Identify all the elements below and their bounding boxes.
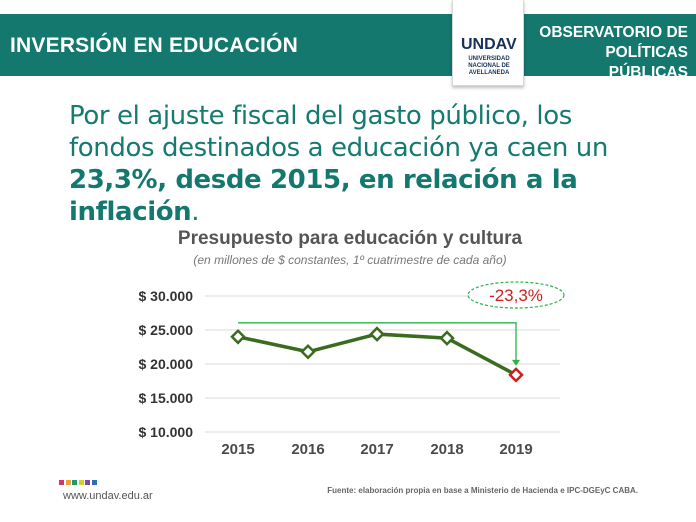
y-tick-label: $ 30.000 [139, 288, 194, 304]
data-point [508, 367, 524, 383]
x-tick-label: 2016 [291, 441, 324, 458]
logo-subtitle: UNIVERSIDAD NACIONAL DE AVELLANEDA [457, 56, 521, 77]
annotation-label: -23,3% [489, 286, 543, 305]
reference-arrow-head [512, 359, 520, 366]
logo-sub-line3: AVELLANEDA [468, 70, 510, 76]
y-tick-label: $ 15.000 [139, 390, 194, 406]
data-point [300, 343, 316, 360]
annotation-ellipse [467, 281, 565, 309]
headline-line3: 23,3%, desde 2015, en relación a la infl… [69, 164, 669, 228]
source-note: Fuente: elaboración propia en base a Min… [327, 486, 638, 495]
headline-line1: Por el ajuste fiscal del gasto público, … [69, 101, 572, 131]
data-point [439, 330, 455, 346]
headline: Por el ajuste fiscal del gasto público, … [69, 100, 669, 228]
y-tick-label: $ 20.000 [139, 356, 194, 372]
observatory-label: OBSERVATORIO DE POLÍTICAS PÚBLICAS [528, 23, 688, 83]
logo-sub-line1: UNIVERSIDAD [468, 56, 510, 62]
reference-arrow-line [238, 322, 517, 362]
brand-dot [91, 480, 97, 485]
y-tick-label: $ 10.000 [139, 424, 194, 440]
data-point [369, 326, 385, 342]
logo-sub-line2: NACIONAL DE [468, 63, 510, 69]
headline-period: . [191, 197, 200, 227]
section-title: INVERSIÓN EN EDUCACIÓN [10, 34, 298, 57]
university-logo[interactable]: UNDAV UNIVERSIDAD NACIONAL DE AVELLANEDA [452, 0, 524, 86]
logo-wordmark: UNDAV [461, 36, 517, 53]
brand-dot [65, 480, 71, 485]
chart-subtitle: (en millones de $ constantes, 1º cuatrim… [193, 253, 507, 267]
header-band [0, 14, 696, 76]
website-link[interactable]: www.undav.edu.ar [63, 490, 153, 502]
brand-dot [59, 480, 64, 485]
brand-dot [78, 480, 84, 485]
x-tick-label: 2015 [221, 441, 254, 458]
headline-line2: fondos destinados a educación ya caen un [69, 133, 608, 163]
x-tick-label: 2019 [499, 441, 532, 458]
brand-dot [85, 480, 90, 485]
x-tick-label: 2018 [430, 441, 463, 458]
x-tick-label: 2017 [360, 441, 393, 458]
brand-dot [72, 480, 77, 485]
chart-title: Presupuesto para educación y cultura [177, 228, 523, 249]
observatory-label-line1: OBSERVATORIO DE [539, 24, 688, 41]
headline-emphasis: 23,3%, desde 2015, en relación a la infl… [69, 165, 578, 227]
data-point [230, 329, 246, 345]
y-tick-label: $ 25.000 [139, 322, 194, 338]
observatory-label-line2: POLÍTICAS PÚBLICAS [605, 44, 688, 81]
